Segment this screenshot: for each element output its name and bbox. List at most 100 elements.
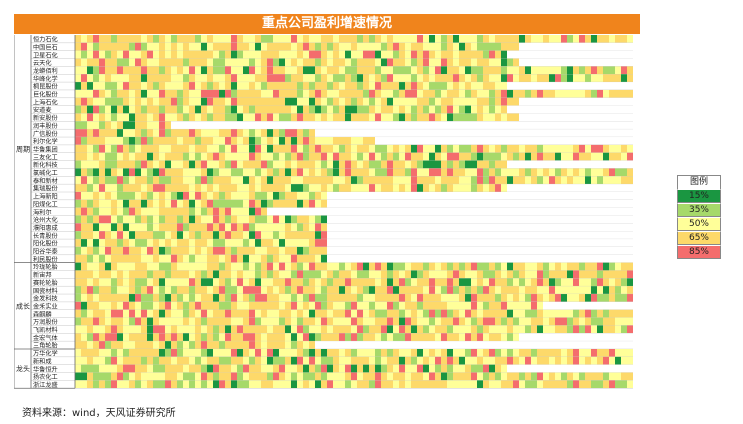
heatmap-cell bbox=[327, 372, 333, 381]
heatmap-cell bbox=[75, 317, 81, 326]
heatmap-cell bbox=[219, 356, 225, 365]
heatmap-cell bbox=[159, 333, 165, 342]
heatmap-cell bbox=[453, 199, 459, 208]
heatmap-cell bbox=[99, 254, 105, 263]
heatmap-cell bbox=[351, 301, 357, 310]
heatmap-cell bbox=[507, 97, 513, 106]
heatmap-cell bbox=[297, 144, 303, 153]
heatmap-cell bbox=[315, 215, 321, 224]
heatmap-cell bbox=[117, 207, 123, 216]
heatmap-cell bbox=[273, 231, 279, 240]
heatmap-cell bbox=[429, 160, 435, 169]
heatmap-cell bbox=[219, 137, 225, 145]
heatmap-cell bbox=[321, 301, 327, 310]
heatmap-cell bbox=[159, 349, 165, 357]
heatmap-cell bbox=[417, 97, 423, 106]
heatmap-cell bbox=[369, 356, 375, 365]
heatmap-cell bbox=[393, 364, 399, 373]
heatmap-cell bbox=[447, 246, 453, 255]
heatmap-cell bbox=[555, 199, 561, 208]
heatmap-cell bbox=[231, 333, 237, 342]
heatmap-cell bbox=[279, 82, 285, 90]
heatmap-cell bbox=[309, 137, 315, 145]
heatmap-cell bbox=[261, 66, 267, 75]
heatmap-cell bbox=[291, 42, 297, 51]
heatmap-cell bbox=[495, 42, 501, 51]
heatmap-cell bbox=[135, 294, 141, 302]
heatmap-cell bbox=[615, 262, 621, 271]
heatmap-cell bbox=[393, 35, 399, 43]
heatmap-cell bbox=[327, 254, 333, 263]
heatmap-cell bbox=[579, 50, 585, 59]
heatmap-cell bbox=[99, 286, 105, 295]
heatmap-cell bbox=[591, 301, 597, 310]
row-label: 上海石化 bbox=[33, 98, 58, 106]
heatmap-cell bbox=[579, 42, 585, 51]
heatmap-cell bbox=[627, 223, 633, 232]
heatmap-cell bbox=[513, 286, 519, 295]
heatmap-cell bbox=[399, 113, 405, 122]
heatmap-cell bbox=[267, 199, 273, 208]
heatmap-cell bbox=[525, 129, 531, 138]
heatmap-cell bbox=[477, 35, 483, 43]
heatmap-cell bbox=[231, 278, 237, 287]
heatmap-cell bbox=[429, 89, 435, 98]
heatmap-cell bbox=[267, 317, 273, 326]
heatmap-cell bbox=[501, 349, 507, 357]
heatmap-cell bbox=[129, 176, 135, 185]
heatmap-cell bbox=[99, 294, 105, 302]
heatmap-cell bbox=[501, 35, 507, 43]
heatmap-cell bbox=[123, 341, 129, 349]
heatmap-cell bbox=[231, 349, 237, 357]
heatmap-cell bbox=[381, 176, 387, 185]
heatmap-cell bbox=[429, 50, 435, 59]
heatmap-cell bbox=[369, 176, 375, 185]
heatmap-cell bbox=[87, 144, 93, 153]
heatmap-cell bbox=[627, 58, 633, 67]
heatmap-cell bbox=[105, 215, 111, 224]
heatmap-cell bbox=[93, 82, 99, 90]
heatmap-cell bbox=[75, 89, 81, 98]
heatmap-cell bbox=[237, 192, 243, 200]
heatmap-cell bbox=[321, 278, 327, 287]
heatmap-cell bbox=[597, 262, 603, 271]
heatmap-cell bbox=[567, 286, 573, 295]
heatmap-cell bbox=[231, 113, 237, 122]
heatmap-cell bbox=[501, 97, 507, 106]
heatmap-cell bbox=[471, 356, 477, 365]
heatmap-cell bbox=[351, 333, 357, 342]
heatmap-cell bbox=[627, 270, 633, 279]
heatmap-cell bbox=[291, 113, 297, 122]
row-label: 新和成 bbox=[33, 357, 52, 365]
heatmap-cell bbox=[303, 42, 309, 51]
heatmap-cell bbox=[189, 372, 195, 381]
heatmap-cell bbox=[345, 270, 351, 279]
heatmap-cell bbox=[351, 207, 357, 216]
heatmap-cell bbox=[219, 168, 225, 177]
heatmap-cell bbox=[177, 380, 183, 389]
heatmap-cell bbox=[87, 89, 93, 98]
heatmap-cell bbox=[327, 35, 333, 43]
heatmap-cell bbox=[357, 364, 363, 373]
heatmap-cell bbox=[285, 239, 291, 247]
heatmap-cell bbox=[471, 97, 477, 106]
heatmap-cell bbox=[627, 349, 633, 357]
heatmap-cell bbox=[207, 74, 213, 83]
heatmap-cell bbox=[531, 113, 537, 122]
heatmap-cell bbox=[159, 356, 165, 365]
heatmap-cell bbox=[213, 105, 219, 114]
heatmap-cell bbox=[405, 176, 411, 185]
heatmap-cell bbox=[441, 97, 447, 106]
heatmap-cell bbox=[171, 35, 177, 43]
heatmap-cell bbox=[549, 254, 555, 263]
heatmap-cell bbox=[267, 356, 273, 365]
heatmap-cell bbox=[411, 129, 417, 138]
heatmap-cell bbox=[465, 286, 471, 295]
heatmap-cell bbox=[429, 58, 435, 67]
heatmap-cell bbox=[81, 286, 87, 295]
heatmap-cell bbox=[609, 192, 615, 200]
heatmap-cell bbox=[429, 239, 435, 247]
heatmap-cell bbox=[237, 294, 243, 302]
heatmap-cell bbox=[123, 294, 129, 302]
heatmap-cell bbox=[621, 356, 627, 365]
